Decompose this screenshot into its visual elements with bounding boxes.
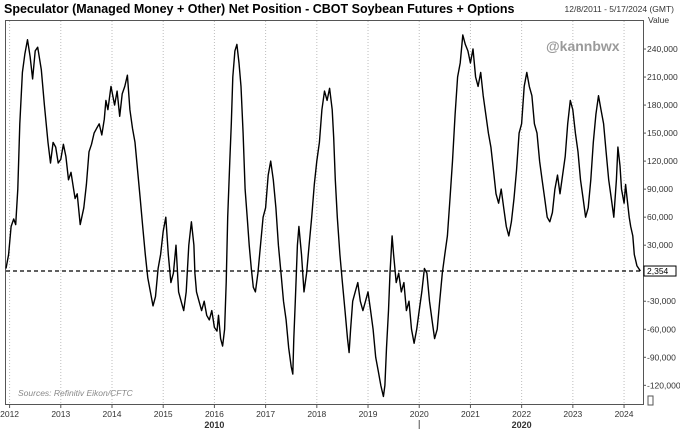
y-tick-label: 210,000 — [647, 72, 678, 82]
series-line — [5, 34, 641, 398]
x-tick-label: 2023 — [563, 409, 582, 419]
series-layer — [5, 34, 641, 398]
x-tick-label: 2024 — [615, 409, 634, 419]
x-axis: 2012 2013 2014 2015 2016 2017 2018 2019 2020 2021… — [0, 404, 634, 429]
y-tick-label: -90,000 — [647, 352, 676, 362]
y-tick-label: -120,000 — [647, 380, 680, 390]
x-tick-label: 2021 — [461, 409, 480, 419]
last-value-label: 2,354 — [647, 266, 669, 276]
last-value-box — [643, 265, 677, 277]
x-tick-label: 2019 — [359, 409, 378, 419]
chart-title: Speculator (Managed Money + Other) Net P… — [4, 2, 515, 16]
x-tick-label: 2016 — [205, 409, 224, 419]
y-tick-label: 240,000 — [647, 44, 678, 54]
y-tick-label: 120,000 — [647, 156, 678, 166]
x-tick-label: 2020 — [410, 409, 429, 419]
date-range: 12/8/2011 - 5/17/2024 (GMT) — [564, 4, 674, 14]
x-tick-label: 2014 — [103, 409, 122, 419]
y-axis-label: Value — [648, 15, 670, 25]
x-tick-label: 2017 — [256, 409, 275, 419]
y-tick-label: 30,000 — [647, 240, 673, 250]
x-decade-label: 2010 — [204, 420, 224, 429]
axis-scroll-marker — [647, 395, 654, 406]
x-tick-label: 2012 — [0, 409, 19, 419]
y-tick-label: -60,000 — [647, 324, 676, 334]
plot-frame — [5, 20, 644, 405]
y-tick-label: 150,000 — [647, 128, 678, 138]
x-tick-label: 2013 — [51, 409, 70, 419]
x-decade-label: 2020 — [512, 420, 532, 429]
x-tick-label: 2022 — [512, 409, 531, 419]
source-note: Sources: Refinitiv Eikon/CFTC — [18, 388, 133, 398]
y-tick-label: 180,000 — [647, 100, 678, 110]
last-value-marker: 2,354 — [643, 265, 677, 277]
grid-lines — [9, 21, 625, 404]
x-tick-label: 2015 — [154, 409, 173, 419]
y-axis: -120,000 -90,000 -60,000 -30,000 30,000 60,00… — [643, 44, 680, 406]
x-tick-label: 2018 — [307, 409, 326, 419]
y-tick-label: 90,000 — [647, 184, 673, 194]
watermark: @kannbwx — [546, 38, 620, 54]
y-tick-label: 60,000 — [647, 212, 673, 222]
y-tick-label: -30,000 — [647, 296, 676, 306]
